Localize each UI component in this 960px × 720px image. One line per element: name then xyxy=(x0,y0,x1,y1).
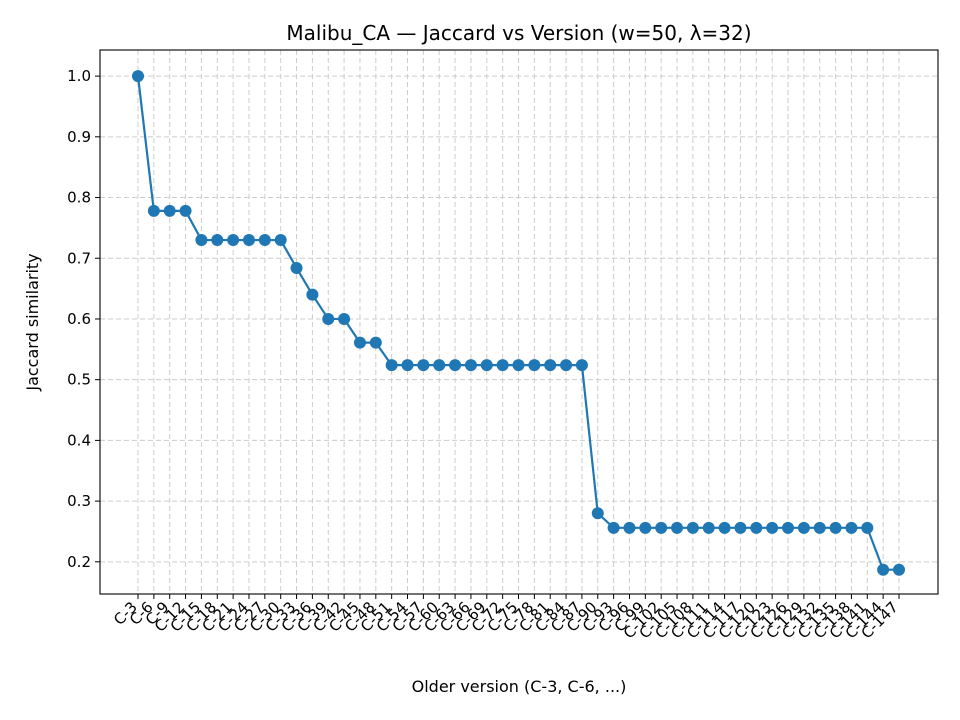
data-point xyxy=(449,359,462,372)
data-point xyxy=(607,521,620,534)
data-point xyxy=(322,312,335,325)
data-point xyxy=(766,521,779,534)
data-point xyxy=(179,204,192,217)
data-point xyxy=(639,521,652,534)
data-point xyxy=(528,359,541,372)
plot-frame xyxy=(99,49,939,595)
data-point xyxy=(433,359,446,372)
data-point xyxy=(417,359,430,372)
data-point xyxy=(575,359,588,372)
y-axis-label: Jaccard similarity xyxy=(23,253,42,391)
data-point xyxy=(132,70,144,83)
data-point xyxy=(211,234,224,247)
data-point xyxy=(496,359,509,372)
data-point xyxy=(512,359,525,372)
data-point xyxy=(718,521,731,534)
data-point xyxy=(274,234,287,247)
data-point xyxy=(829,521,842,534)
data-point xyxy=(877,563,890,576)
data-point xyxy=(258,234,271,247)
data-point xyxy=(560,359,573,372)
y-tick-label: 0.8 xyxy=(67,189,91,207)
data-point xyxy=(623,521,636,534)
data-point xyxy=(702,521,715,534)
data-point xyxy=(782,521,795,534)
data-point xyxy=(242,234,255,247)
data-point xyxy=(671,521,684,534)
data-point xyxy=(290,261,303,274)
data-point xyxy=(163,204,176,217)
x-axis-label: Older version (C-3, C-6, ...) xyxy=(412,677,627,696)
grid xyxy=(100,50,938,594)
data-point xyxy=(147,204,160,217)
y-tick-label: 0.6 xyxy=(67,310,91,328)
data-point xyxy=(544,359,557,372)
data-point xyxy=(353,336,366,349)
data-point xyxy=(401,359,414,372)
data-point xyxy=(385,359,398,372)
x-axis: C-3C-6C-9C-12C-15C-18C-21C-24C-27C-30C-3… xyxy=(110,594,902,642)
data-point xyxy=(195,234,208,247)
y-tick-label: 0.9 xyxy=(67,128,91,146)
y-tick-label: 0.3 xyxy=(67,492,91,510)
y-tick-label: 1.0 xyxy=(67,67,91,85)
data-point xyxy=(480,359,493,372)
chart-title: Malibu_CA — Jaccard vs Version (w=50, λ=… xyxy=(286,21,751,45)
y-tick-label: 0.5 xyxy=(67,371,91,389)
data-point xyxy=(655,521,668,534)
data-point xyxy=(464,359,477,372)
data-point xyxy=(591,507,604,520)
y-tick-label: 0.2 xyxy=(67,553,91,571)
data-point xyxy=(893,563,905,576)
data-point xyxy=(861,521,874,534)
data-point xyxy=(306,288,319,301)
data-point xyxy=(686,521,699,534)
data-point xyxy=(750,521,763,534)
data-points xyxy=(132,70,905,576)
y-tick-label: 0.7 xyxy=(67,249,91,267)
y-axis: 0.2 0.3 0.4 0.5 0.6 0.7 0.8 0.9 1.0 xyxy=(67,67,100,571)
data-point xyxy=(813,521,826,534)
data-point xyxy=(227,234,240,247)
data-point xyxy=(845,521,858,534)
data-point xyxy=(338,312,351,325)
y-tick-label: 0.4 xyxy=(67,431,91,449)
data-point xyxy=(734,521,747,534)
data-point xyxy=(369,336,382,349)
data-point xyxy=(797,521,810,534)
